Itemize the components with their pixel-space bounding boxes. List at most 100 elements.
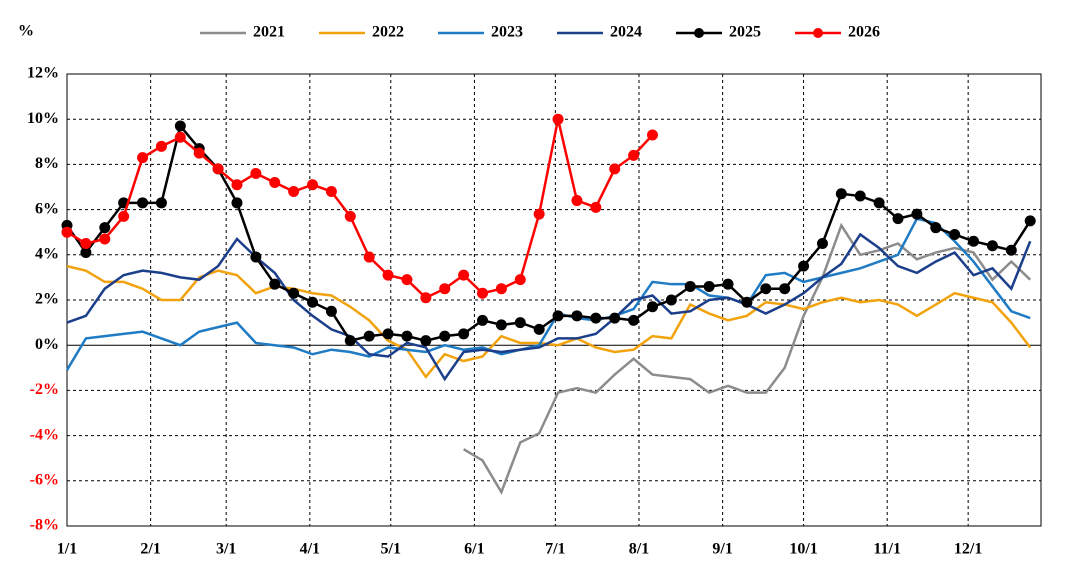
data-point (137, 152, 149, 164)
legend-marker (813, 28, 823, 38)
data-point (911, 208, 923, 220)
data-point (307, 179, 319, 191)
x-tick-label: 1/1 (57, 541, 77, 558)
y-tick-label: -2% (30, 381, 59, 398)
y-tick-label: 6% (35, 200, 59, 217)
data-point (80, 247, 92, 259)
legend-label: 2025 (729, 24, 761, 41)
data-point (609, 163, 621, 175)
data-point (1005, 244, 1017, 256)
data-point (363, 251, 375, 263)
data-point (968, 235, 980, 247)
data-point (250, 251, 262, 263)
data-point (458, 269, 470, 281)
data-point (118, 210, 130, 222)
legend-label: 2026 (848, 24, 880, 41)
y-tick-label: 10% (27, 110, 59, 127)
data-point (495, 319, 507, 331)
data-point (495, 283, 507, 295)
legend-label: 2023 (491, 24, 523, 41)
data-point (741, 296, 753, 308)
y-tick-label: 4% (35, 245, 59, 262)
x-tick-label: 2/1 (140, 541, 160, 558)
data-point (382, 269, 394, 281)
data-point (779, 283, 791, 295)
data-point (986, 240, 998, 252)
data-point (250, 167, 262, 179)
data-point (344, 210, 356, 222)
data-point (949, 228, 961, 240)
y-tick-label: 2% (35, 291, 59, 308)
data-point (571, 310, 583, 322)
data-point (99, 233, 111, 245)
data-point (703, 280, 715, 292)
legend-label: 2022 (372, 24, 404, 41)
data-point (646, 129, 658, 141)
series-line (66, 232, 1032, 382)
y-tick-label: -6% (30, 471, 59, 488)
x-tick-label: 10/1 (789, 541, 817, 558)
data-point (193, 147, 205, 159)
data-point (401, 330, 413, 342)
data-point (665, 294, 677, 306)
data-point (873, 197, 885, 209)
data-point (722, 278, 734, 290)
data-point (269, 278, 281, 290)
x-tick-label: 5/1 (381, 541, 401, 558)
data-point (307, 296, 319, 308)
series-line (462, 222, 1032, 495)
y-tick-label: 12% (27, 65, 59, 82)
data-point (571, 195, 583, 207)
legend-label: 2024 (610, 24, 642, 41)
data-point (477, 314, 489, 326)
data-point (155, 197, 167, 209)
x-tick-label: 12/1 (954, 541, 982, 558)
data-point (80, 238, 92, 249)
data-point (533, 208, 545, 220)
data-point (477, 287, 489, 299)
data-point (684, 280, 696, 292)
data-point (137, 197, 149, 209)
x-tick-label: 7/1 (545, 541, 565, 558)
legend-marker (694, 28, 704, 38)
data-point (269, 176, 281, 188)
x-tick-label: 6/1 (464, 541, 484, 558)
data-point (835, 188, 847, 200)
data-point (628, 314, 640, 326)
data-point (174, 120, 186, 132)
data-point (212, 163, 224, 175)
data-point (382, 328, 394, 340)
legend-label: 2021 (253, 24, 285, 41)
data-point (344, 335, 356, 347)
y-tick-label: -4% (30, 426, 59, 443)
data-point (231, 197, 243, 209)
data-point (628, 149, 640, 161)
data-point (514, 317, 526, 329)
data-point (552, 113, 564, 125)
data-point (61, 226, 73, 238)
data-point (325, 305, 337, 317)
data-point (420, 335, 432, 347)
data-point (609, 312, 621, 324)
data-point (892, 213, 904, 225)
data-point (590, 312, 602, 324)
data-point (552, 310, 564, 322)
data-point (816, 238, 828, 249)
x-tick-label: 8/1 (629, 541, 649, 558)
y-tick-label: 8% (35, 155, 59, 172)
data-point (325, 186, 337, 198)
data-point (363, 330, 375, 342)
x-tick-label: 4/1 (300, 541, 320, 558)
data-point (760, 283, 772, 295)
data-point (99, 222, 111, 234)
data-point (439, 283, 451, 295)
data-point (514, 274, 526, 286)
data-point (458, 328, 470, 340)
data-point (174, 131, 186, 143)
data-point (646, 301, 658, 313)
data-point (288, 287, 300, 299)
series-line (65, 217, 1031, 371)
data-point (231, 179, 243, 191)
data-point (930, 222, 942, 234)
